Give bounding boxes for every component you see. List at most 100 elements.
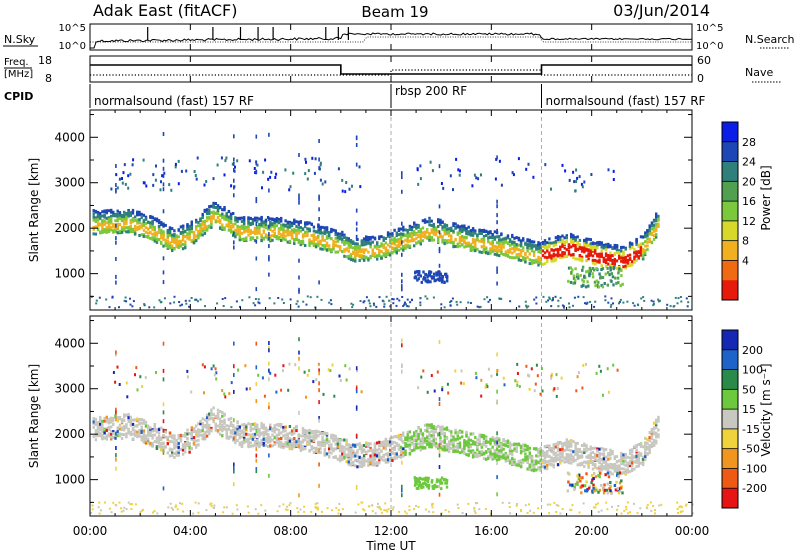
echo-cell [565,234,568,238]
echo-cell [489,247,492,251]
echo-cell [310,445,313,448]
echo-cell [489,447,492,451]
echo-cell [160,446,163,450]
echo-cell [321,439,324,442]
echo-cell [482,452,486,456]
echo-cell [611,247,614,250]
echo-cell [321,435,324,439]
echo-cell [103,230,106,234]
echo-cell [181,242,185,246]
echo-cell [593,305,596,308]
echo-cell [415,434,418,438]
echo-cell [225,212,228,216]
echo-cell [304,434,307,438]
echo-cell [234,218,237,222]
echo-cell [304,244,307,247]
echo-cell [155,445,159,449]
echo-cell [384,248,388,252]
echo-cell [598,272,601,276]
echo-cell [356,458,359,462]
echo-cell [116,217,119,220]
echo-cell [539,258,542,262]
echo-cell [430,229,433,233]
echo-cell [395,443,398,447]
echo-cell [101,429,104,433]
echo-cell [133,218,137,222]
echo-cell [160,180,162,184]
echo-cell [633,304,636,307]
echo-cell [482,230,486,233]
echo-cell [498,235,501,239]
echo-cell [249,441,252,445]
echo-cell [577,295,580,298]
echo-cell [229,212,233,216]
echo-cell [203,225,207,229]
echo-cell [138,428,141,432]
power-echoes [90,110,690,310]
echo-cell [144,438,148,442]
echo-cell [225,218,228,222]
echo-cell [190,227,193,230]
echo-cell [221,434,224,438]
echo-cell [240,431,244,435]
echo-cell [562,305,565,308]
echo-cell [204,305,206,308]
echo-cell [238,233,241,236]
echo-cell [360,248,364,252]
echo-cell [591,267,595,271]
echo-cell [415,439,418,443]
echo-cell [635,254,638,258]
echo-cell [175,245,178,249]
echo-cell [92,232,95,236]
echo-cell [255,199,258,204]
echo-cell [432,435,435,439]
echo-cell [147,220,150,224]
echo-cell [240,435,244,439]
echo-cell [454,437,457,441]
echo-cell [318,207,320,212]
echo-cell [417,230,420,233]
echo-cell [94,218,98,222]
echo-cell [138,421,141,425]
echo-cell [227,435,231,439]
echo-cell [655,212,658,216]
echo-cell [101,231,104,234]
echo-cell [360,242,364,246]
echo-cell [438,277,441,282]
echo-cell [373,255,377,259]
echo-cell [445,443,449,446]
echo-cell [173,233,176,237]
echo-cell [404,238,407,242]
echo-cell [99,213,102,217]
echo-cell [253,424,257,428]
echo-cell [635,242,638,246]
echo-cell [286,225,289,229]
echo-cell [169,302,172,305]
echo-cell [607,254,610,257]
echo-cell [596,246,599,250]
echo-cell [421,219,425,223]
echo-cell [332,247,335,251]
echo-cell [286,233,289,237]
echo-cell [439,218,442,222]
echo-cell [94,438,98,442]
echo-cell [319,163,322,167]
echo-cell [330,451,333,455]
echo-cell [539,242,542,246]
echo-cell [338,248,342,252]
echo-cell [354,253,357,257]
echo-cell [212,214,215,218]
echo-cell [589,269,592,273]
echo-cell [234,222,237,226]
echo-cell [604,243,608,247]
echo-cell [362,243,366,247]
echo-cell [96,228,100,232]
echo-cell [304,438,307,442]
echo-cell [601,285,605,289]
echo-cell [652,237,656,241]
echo-cell [480,443,483,447]
echo-cell [155,430,159,434]
echo-cell [576,272,579,276]
echo-cell [96,218,100,222]
echo-cell [221,420,224,423]
